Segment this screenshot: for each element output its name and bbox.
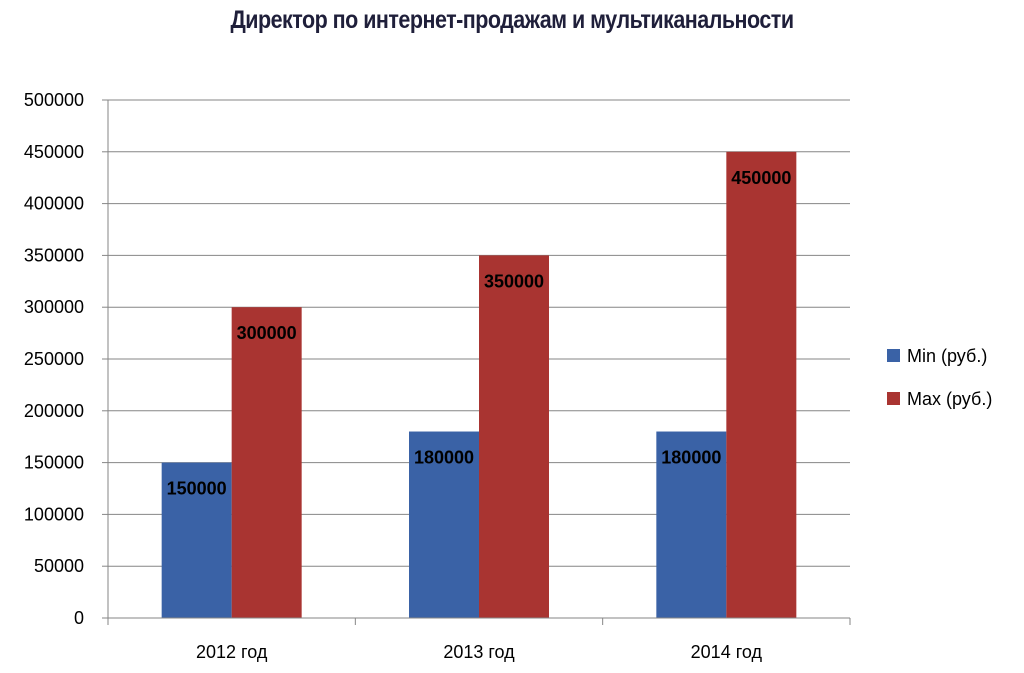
data-label: 450000 (731, 168, 791, 188)
data-label: 150000 (167, 479, 227, 499)
y-tick-label: 350000 (24, 245, 84, 265)
y-tick-label: 150000 (24, 453, 84, 473)
legend-label: Min (руб.) (907, 346, 987, 366)
legend: Min (руб.) Max (руб.) (887, 346, 992, 409)
legend-label: Max (руб.) (907, 389, 992, 409)
y-tick-label: 200000 (24, 401, 84, 421)
y-tick-label: 0 (74, 608, 84, 628)
chart-title: Директор по интернет-продажам и мультика… (230, 6, 794, 34)
bar (409, 431, 479, 618)
data-label: 350000 (484, 271, 544, 291)
bar (231, 307, 302, 618)
x-tick-label: 2012 год (196, 642, 268, 662)
x-tick-label: 2013 год (443, 642, 515, 662)
data-labels: 150000 180000 180000 300000 350000 450000 (167, 168, 792, 499)
x-tick-label: 2014 год (691, 642, 763, 662)
bar (161, 462, 232, 618)
bar (726, 151, 797, 619)
y-tick-label: 300000 (24, 297, 84, 317)
y-tick-label: 450000 (24, 142, 84, 162)
y-tick-label: 400000 (24, 194, 84, 214)
legend-swatch (887, 392, 900, 405)
bar (479, 255, 549, 618)
y-tick-label: 100000 (24, 504, 84, 524)
legend-swatch (887, 349, 900, 362)
y-tick-label: 250000 (24, 349, 84, 369)
data-label: 300000 (237, 323, 297, 343)
axes: 0 50000 100000 150000 200000 250000 300000 3500… (24, 90, 851, 662)
bar (656, 431, 727, 618)
bars (161, 151, 797, 619)
y-tick-label: 500000 (24, 90, 84, 110)
data-label: 180000 (661, 448, 721, 468)
data-label: 180000 (414, 448, 474, 468)
y-tick-label: 50000 (34, 556, 84, 576)
